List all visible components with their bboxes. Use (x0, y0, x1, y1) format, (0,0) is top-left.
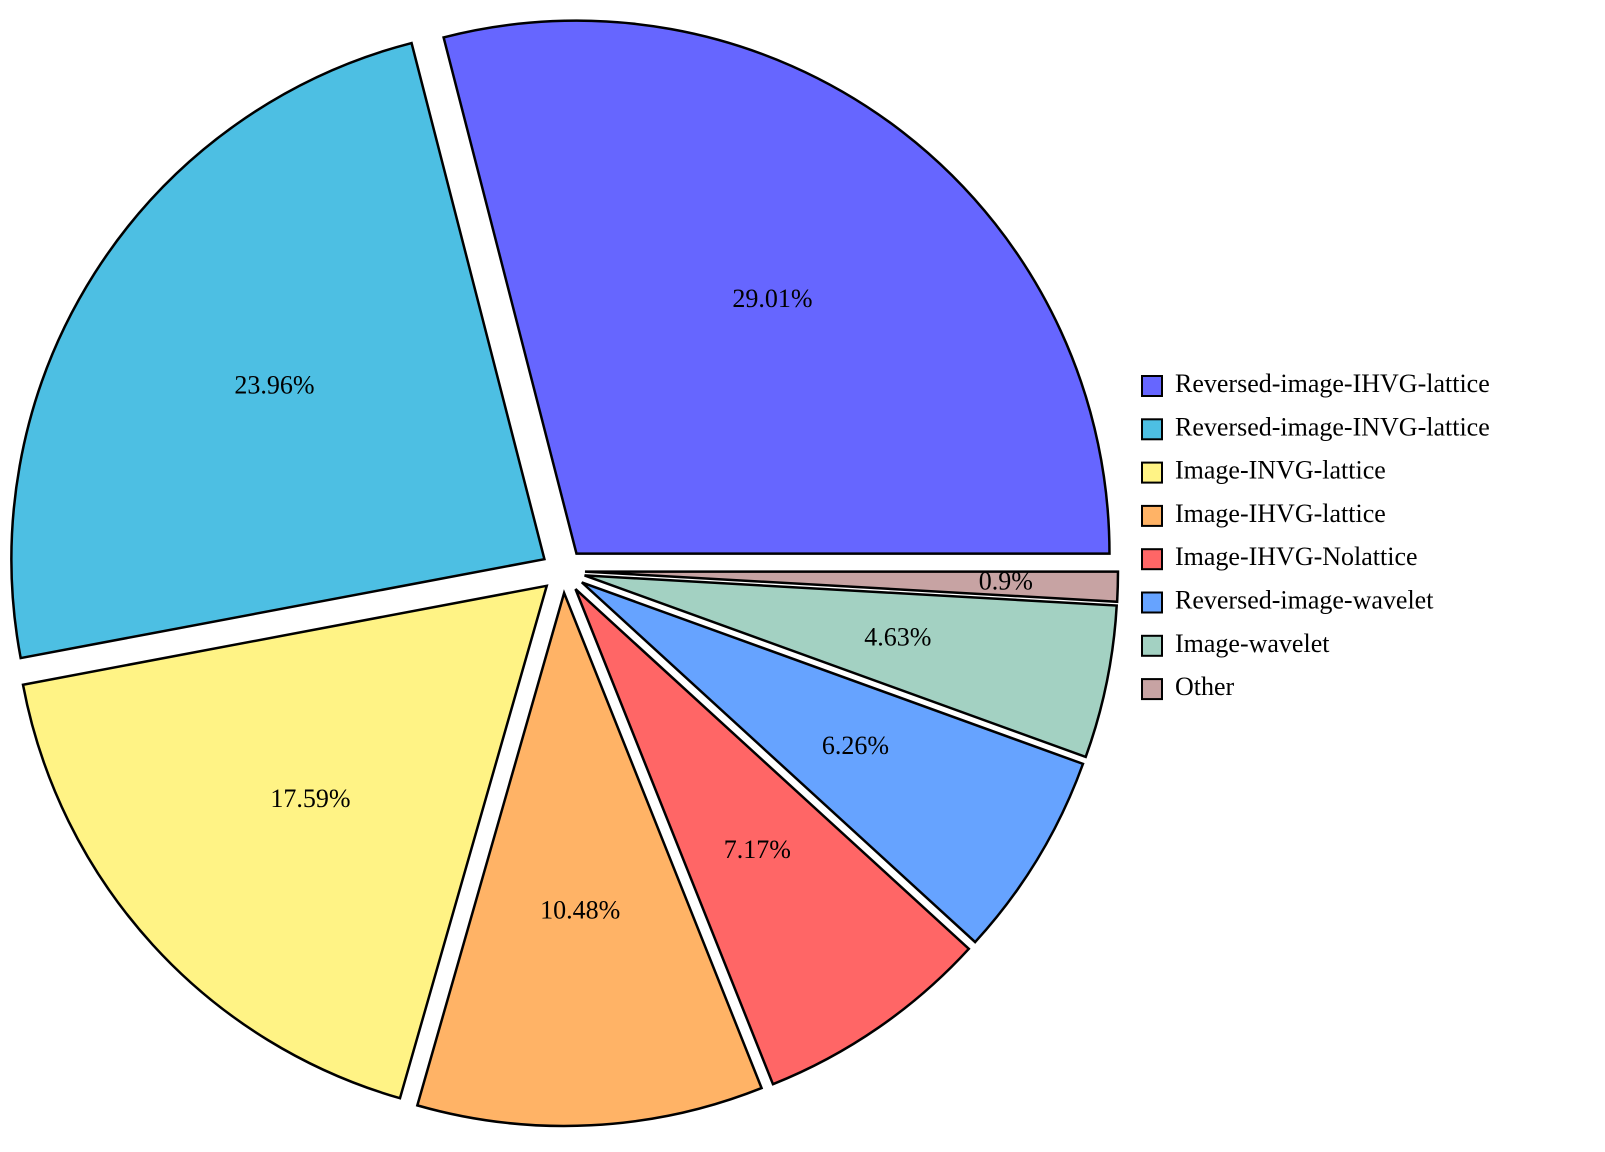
legend: Reversed-image-IHVG-lattice Reversed-imag… (1141, 369, 1490, 701)
legend-swatch-reversed-image-invg-lattice (1141, 418, 1163, 441)
slice-label-image-ihvg-lattice: 10.48% (540, 895, 620, 924)
legend-label-reversed-image-wavelet: Reversed-image-wavelet (1175, 585, 1434, 614)
pie-slice-image-ihvg-nolattice (574, 588, 971, 1086)
pie-slices (10, 19, 1120, 1128)
legend-label-image-ihvg-lattice: Image-IHVG-lattice (1175, 499, 1386, 528)
legend-label-reversed-image-invg-lattice: Reversed-image-INVG-lattice (1175, 412, 1490, 441)
legend-swatch-reversed-image-ihvg-lattice (1141, 375, 1163, 397)
legend-label-image-ihvg-nolattice: Image-IHVG-Nolattice (1175, 542, 1418, 571)
legend-label-other: Other (1175, 672, 1235, 701)
slice-label-image-invg-lattice: 17.59% (270, 784, 350, 813)
pie-slice-reversed-image-invg-lattice (10, 41, 546, 660)
legend-swatch-image-ihvg-nolattice (1141, 548, 1163, 571)
legend-swatch-other (1141, 678, 1163, 701)
slice-label-image-wavelet: 4.63% (864, 623, 931, 652)
pie-slice-image-wavelet (584, 574, 1119, 759)
pie-slice-reversed-image-wavelet (580, 581, 1085, 944)
slice-label-reversed-image-invg-lattice: 23.96% (234, 371, 314, 400)
pie-slice-reversed-image-ihvg-lattice (442, 19, 1111, 555)
legend-swatch-image-ihvg-lattice (1141, 504, 1163, 527)
pie-slice-image-invg-lattice (21, 584, 549, 1100)
legend-label-image-invg-lattice: Image-INVG-lattice (1175, 456, 1386, 485)
slice-label-image-ihvg-nolattice: 7.17% (724, 835, 791, 864)
pie-slice-image-ihvg-lattice (415, 589, 764, 1128)
pie-slice-labels: 29.01% 23.96% 17.59% 10.48% 7.17% 6.26% 4.63% 0… (234, 284, 1033, 925)
legend-label-image-wavelet: Image-wavelet (1175, 629, 1330, 658)
pie-slice-other (584, 570, 1120, 604)
slice-label-other: 0.9% (979, 566, 1033, 595)
legend-swatch-image-invg-lattice (1141, 461, 1163, 484)
legend-label-reversed-image-ihvg-lattice: Reversed-image-IHVG-lattice (1175, 369, 1490, 398)
slice-label-reversed-image-wavelet: 6.26% (822, 731, 889, 760)
slice-label-reversed-image-ihvg-lattice: 29.01% (732, 284, 812, 313)
legend-swatch-reversed-image-wavelet (1141, 591, 1163, 614)
legend-swatch-image-wavelet (1141, 634, 1163, 657)
